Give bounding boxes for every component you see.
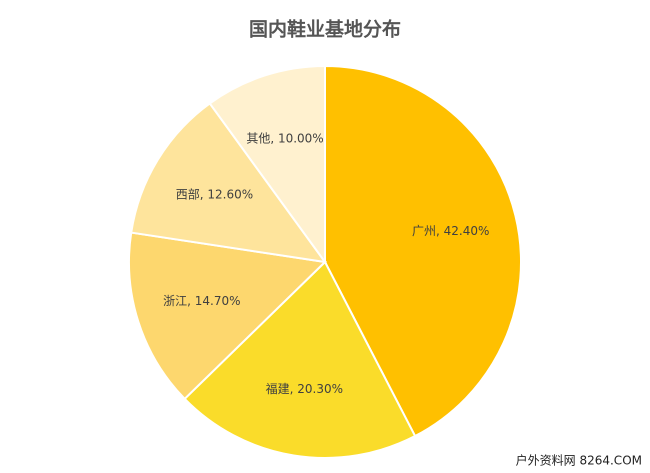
- pie-slice: [128, 231, 328, 401]
- pie-slice: [324, 64, 522, 438]
- data-labels: 广州, 42.40% 福建, 20.30% 浙江, 14.70% 西部, 12.60%…: [163, 131, 489, 396]
- chart-title: 国内鞋业基地分布: [249, 18, 401, 41]
- data-label: 其他, 10.00%: [246, 131, 323, 145]
- pie-slice: [208, 64, 326, 266]
- pie-slice: [130, 102, 328, 264]
- data-label: 广州, 42.40%: [412, 224, 489, 238]
- watermark-box: [522, 449, 650, 473]
- pie-slice: [183, 260, 417, 459]
- data-label: 福建, 20.30%: [266, 381, 343, 396]
- watermark: 户外资料网 8264.COM: [516, 453, 642, 468]
- data-label: 浙江, 14.70%: [163, 294, 240, 308]
- data-label: 西部, 12.60%: [176, 186, 253, 201]
- pie: [128, 64, 522, 459]
